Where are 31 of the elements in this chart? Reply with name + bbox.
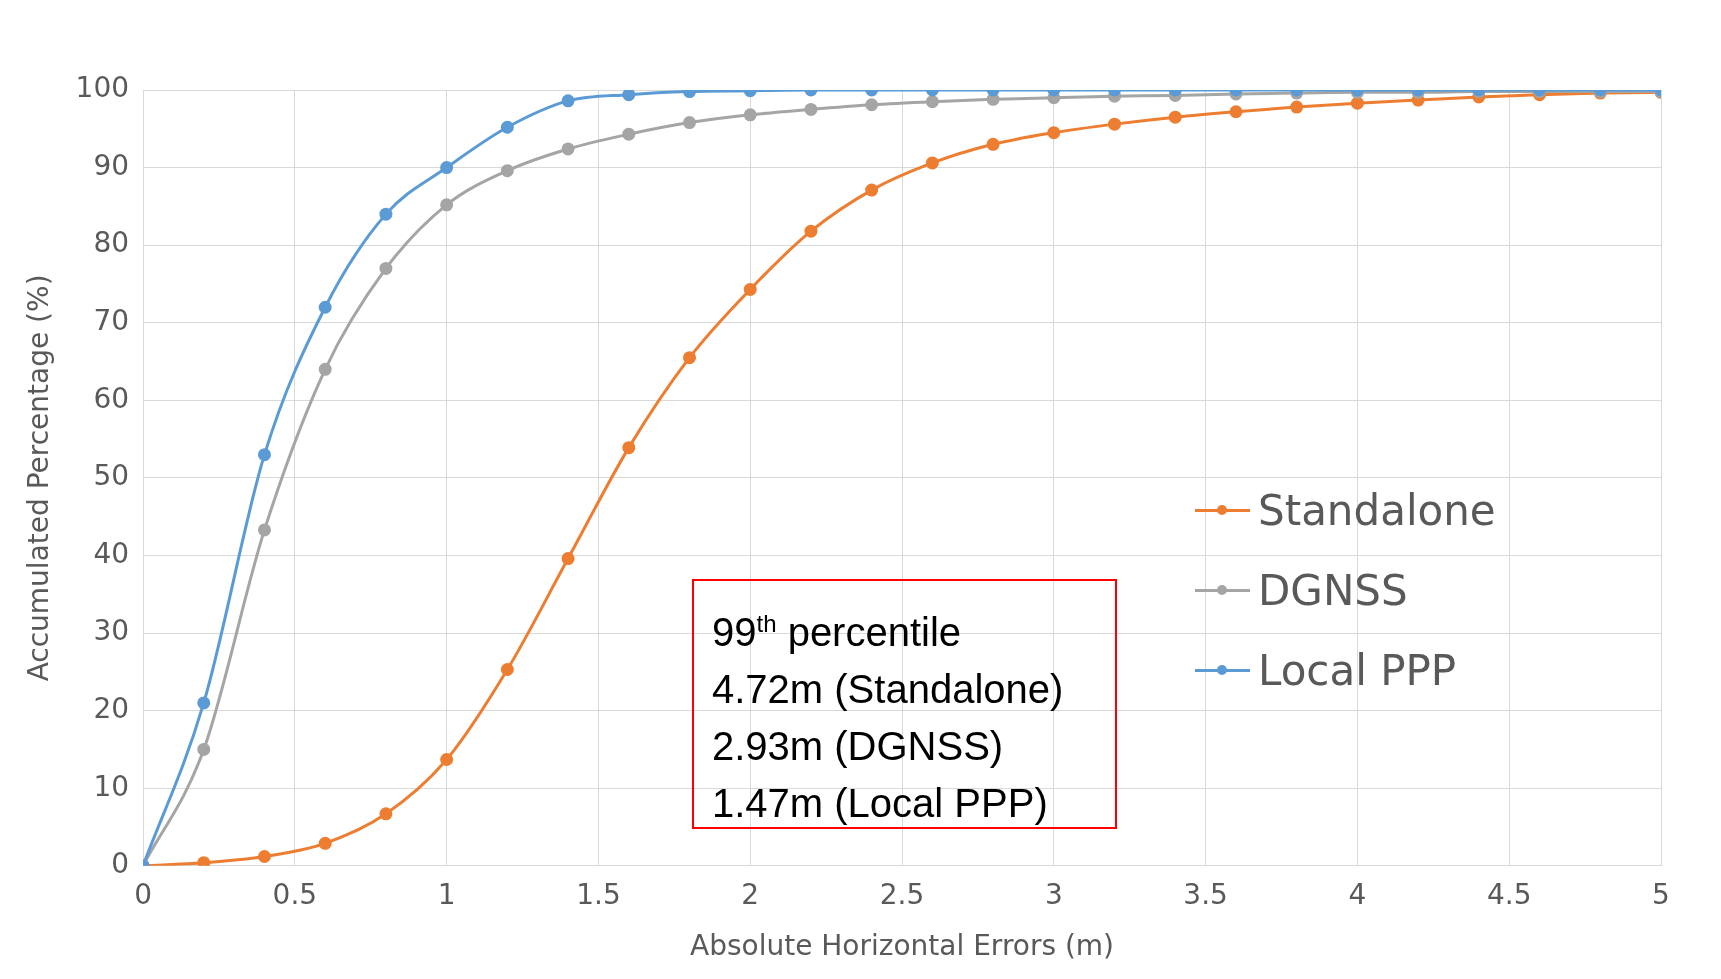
annotation: 99$^{th}$ percentile (712, 609, 963, 657)
legend-label: DGNSS (1258, 565, 1408, 615)
x-axis-title: Absolute Horizontal Errors (m) (690, 929, 1115, 963)
y-tick-label: 90 (93, 148, 130, 182)
x-tick-label: 5 (1652, 877, 1670, 911)
legend-label: Standalone (1258, 485, 1496, 535)
legend-label: Local PPP (1258, 645, 1457, 695)
y-tick-label: 20 (93, 691, 130, 725)
x-tick-label: 0.5 (272, 877, 318, 911)
y-tick-label: 80 (93, 226, 130, 260)
y-tick-label: 0 (111, 847, 130, 881)
x-tick-label: 2.5 (879, 877, 925, 911)
annotation: 1.47m (Local PPP) (712, 780, 1049, 828)
y-tick-label: 70 (93, 304, 130, 338)
x-tick-label: 1.5 (576, 877, 621, 911)
x-tick-label: 0 (134, 877, 152, 911)
annotation: 2.93m (DGNSS) (712, 723, 1005, 771)
x-tick-label: 2 (741, 877, 760, 911)
x-tick-label: 4 (1348, 877, 1367, 911)
y-tick-label: 50 (93, 459, 130, 493)
x-tick-label: 4.5 (1486, 877, 1532, 911)
y-tick-label: 10 (93, 769, 130, 803)
annotation: 4.72m (Standalone) (712, 666, 1065, 714)
x-tick-label: 1 (437, 877, 456, 911)
y-tick-label: 60 (93, 381, 130, 415)
y-axis-title: Accumulated Percentage (%) (22, 274, 56, 682)
y-tick-label: 100 (75, 71, 130, 105)
x-tick-label: 3 (1044, 877, 1063, 911)
y-tick-label: 40 (93, 536, 130, 570)
y-tick-label: 30 (93, 614, 130, 648)
x-tick-label: 3.5 (1183, 877, 1228, 911)
